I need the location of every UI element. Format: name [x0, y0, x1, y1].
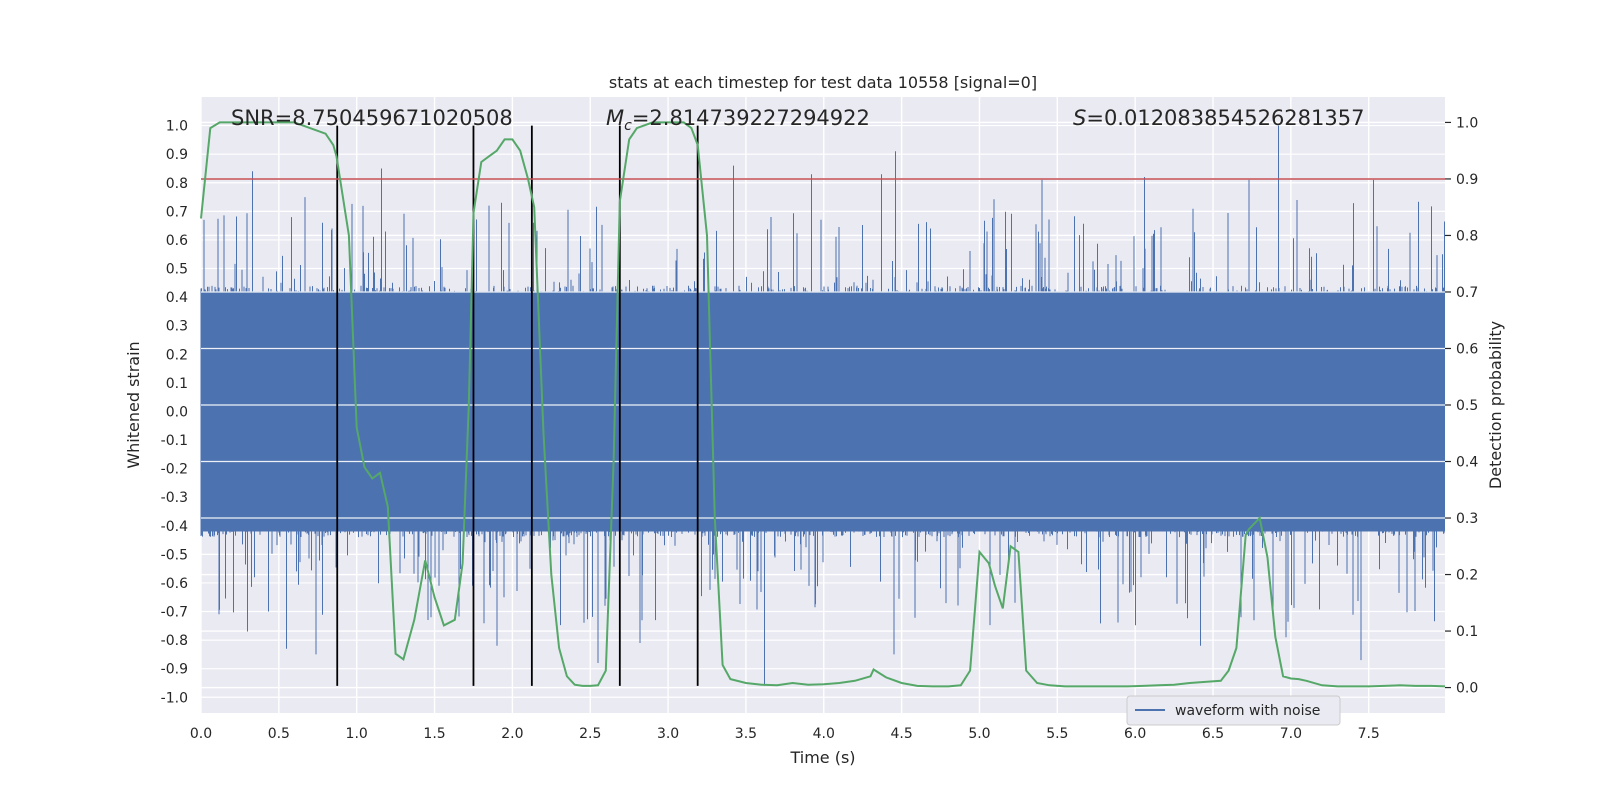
detection-probability-line: [200, 121, 1446, 688]
x-axis-ticks: 0.0 0.5 1.0 1.5 2.0 2.5 3.0 3.5 4.0 4.5 5.0 5.5 6.0 6…: [190, 726, 1380, 742]
waveform-with-noise-series: [200, 125, 1445, 686]
left-y-axis-label: Whitened strain: [124, 341, 143, 468]
right-y-axis-ticks: 0.0 0.1 0.2 0.3 0.4 0.5 0.6 0.7 0.8 0.9 1.0: [1445, 115, 1478, 697]
chirp-mass-value: =2.814739227294922: [632, 106, 870, 130]
right-y-tick-label: 0.3: [1456, 511, 1478, 527]
x-tick-label: 1.5: [423, 726, 445, 742]
x-tick-label: 4.5: [890, 726, 912, 742]
legend-label-waveform: waveform with noise: [1175, 703, 1320, 719]
left-y-tick-label: 0.6: [166, 233, 188, 249]
right-y-tick-label: 0.4: [1456, 455, 1478, 471]
snr-annotation: SNR=8.750459671020508: [231, 106, 513, 130]
right-y-tick-label: 0.1: [1456, 624, 1478, 640]
x-tick-label: 6.5: [1202, 726, 1224, 742]
left-y-axis-ticks: -1.0 -0.9 -0.8 -0.7 -0.6 -0.5 -0.4 -0.3 -0.2 -0.1…: [161, 119, 188, 707]
chirp-mass-symbol: M: [606, 106, 624, 130]
x-tick-label: 3.0: [657, 726, 679, 742]
left-y-tick-label: -0.4: [161, 519, 188, 535]
legend-box: [1126, 695, 1341, 726]
strain-core-band: [201, 291, 1445, 532]
x-tick-label: 2.0: [501, 726, 523, 742]
right-y-tick-label: 0.8: [1456, 228, 1478, 244]
chart-title: stats at each timestep for test data 105…: [609, 73, 1037, 92]
right-y-tick-label: 0.2: [1456, 568, 1478, 584]
s-value: =0.012083854526281357: [1086, 106, 1364, 130]
left-y-tick-label: -1.0: [161, 690, 188, 706]
x-tick-label: 1.0: [346, 726, 368, 742]
legend: waveform with noise: [1126, 695, 1341, 726]
left-y-tick-label: 0.9: [166, 147, 188, 163]
x-axis-label: Time (s): [789, 748, 855, 767]
x-tick-label: 4.0: [813, 726, 835, 742]
x-tick-label: 0.5: [268, 726, 290, 742]
right-y-tick-label: 1.0: [1456, 115, 1478, 131]
left-y-tick-label: 0.2: [166, 347, 188, 363]
left-y-tick-label: -0.3: [161, 490, 188, 506]
chirp-mass-subscript: c: [624, 118, 632, 134]
right-y-tick-label: 0.7: [1456, 285, 1478, 301]
left-y-tick-label: -0.5: [161, 547, 188, 563]
left-y-tick-label: 1.0: [166, 119, 188, 135]
chirp-mass-annotation: Mc=2.814739227294922: [606, 106, 870, 134]
left-y-tick-label: -0.7: [161, 605, 188, 621]
left-y-tick-label: 0.1: [166, 376, 188, 392]
x-tick-label: 7.5: [1358, 726, 1380, 742]
x-tick-label: 5.0: [968, 726, 990, 742]
left-y-tick-label: 0.7: [166, 204, 188, 220]
x-tick-label: 0.0: [190, 726, 212, 742]
s-symbol: S: [1073, 106, 1086, 130]
left-y-tick-label: 0.3: [166, 319, 188, 335]
left-y-tick-label: -0.9: [161, 662, 188, 678]
left-y-tick-label: 0.5: [166, 262, 188, 278]
left-y-tick-label: -0.1: [161, 433, 188, 449]
left-y-tick-label: -0.2: [161, 462, 188, 478]
x-tick-label: 3.5: [735, 726, 757, 742]
left-y-tick-label: -0.8: [161, 633, 188, 649]
right-y-tick-label: 0.0: [1456, 681, 1478, 697]
x-tick-label: 7.0: [1280, 726, 1302, 742]
left-y-tick-label: -0.6: [161, 576, 188, 592]
right-y-tick-label: 0.9: [1456, 172, 1478, 188]
left-y-tick-label: 0.8: [166, 176, 188, 192]
x-tick-label: 2.5: [579, 726, 601, 742]
left-y-tick-label: 0.4: [166, 290, 188, 306]
x-tick-label: 6.0: [1124, 726, 1146, 742]
left-y-tick-label: 0.0: [166, 404, 188, 420]
right-y-tick-label: 0.5: [1456, 398, 1478, 414]
right-y-axis-label: Detection probability: [1486, 321, 1505, 489]
right-y-tick-label: 0.6: [1456, 341, 1478, 357]
s-annotation: S=0.012083854526281357: [1073, 106, 1364, 130]
detection-probability-series: [200, 121, 1446, 688]
x-tick-label: 5.5: [1046, 726, 1068, 742]
